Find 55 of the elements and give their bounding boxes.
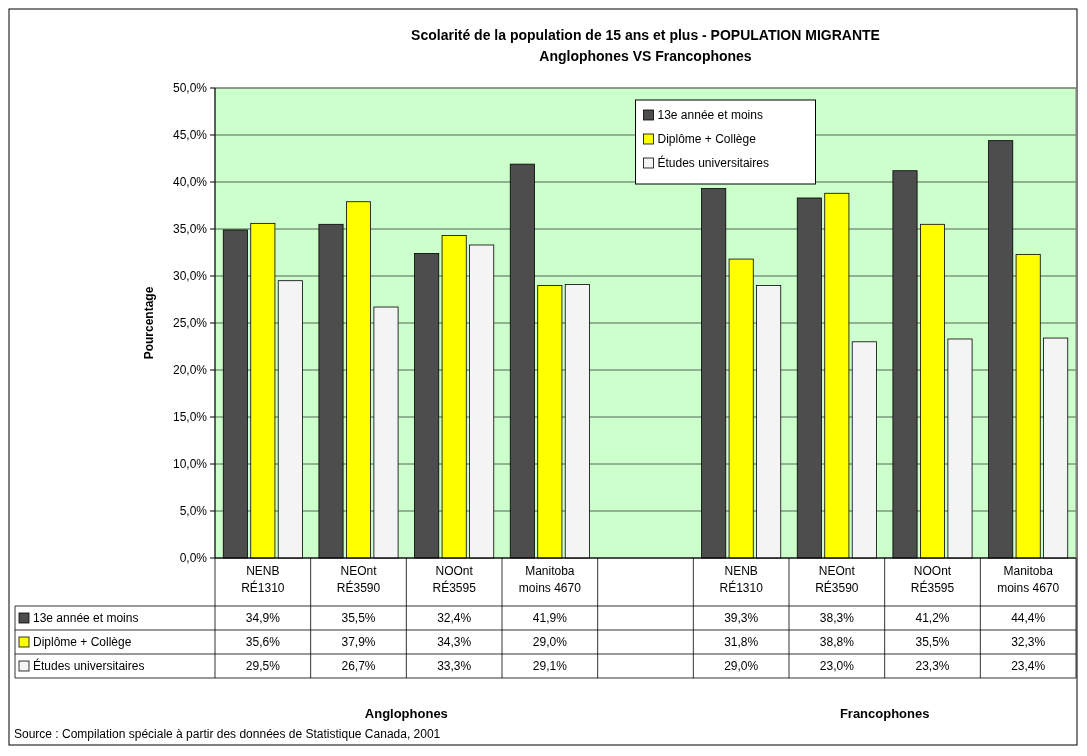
data-label: 38,8%	[819, 635, 855, 649]
y-tick-label: 20,0%	[172, 363, 208, 378]
chart-title: Scolarité de la population de 15 ans et plus - POPULATION MIGRANTE	[411, 27, 880, 43]
data-label: 35,5%	[915, 635, 950, 649]
data-label: 38,3%	[819, 611, 855, 625]
text: Anglophones	[364, 706, 448, 721]
data-label: 23,3%	[915, 659, 950, 673]
data-label: 26,7%	[341, 659, 376, 673]
y-tick-label: 45,0%	[172, 128, 208, 143]
data-label: 37,9%	[341, 635, 376, 649]
data-label: 23,0%	[819, 659, 855, 673]
legend-label: Diplôme + Collège	[657, 132, 757, 146]
y-tick-label: 15,0%	[172, 410, 208, 425]
data-label: 32,3%	[1011, 635, 1046, 649]
text: Francophones	[839, 706, 930, 721]
data-label: 29,5%	[245, 659, 281, 673]
text: Diplôme + Collège	[33, 635, 132, 649]
data-label: 29,1%	[532, 659, 568, 673]
data-label: 35,5%	[341, 611, 376, 625]
y-tick-label: 30,0%	[172, 269, 208, 284]
data-label: 34,9%	[245, 611, 281, 625]
y-tick-label: 25,0%	[172, 316, 208, 331]
x-tick-label: Manitoba moins 4670	[997, 564, 1060, 595]
text: 13e année et moins	[33, 611, 139, 625]
data-label: 33,3%	[437, 659, 472, 673]
data-label: 31,8%	[724, 635, 759, 649]
x-tick-label: NEOnt RÉ3590	[815, 564, 859, 595]
x-tick-label: NOOnt RÉ3595	[910, 564, 955, 595]
x-tick-label: NENB RÉ1310	[241, 564, 285, 595]
x-tick-label: Manitoba moins 4670	[518, 564, 582, 595]
x-tick-label: NOOnt RÉ3595	[432, 564, 477, 595]
y-tick-label: 50,0%	[172, 81, 208, 96]
y-tick-label: 5,0%	[179, 504, 208, 519]
y-tick-label: 10,0%	[172, 457, 208, 472]
data-label: 29,0%	[532, 635, 568, 649]
x-tick-label: NENB RÉ1310	[719, 564, 764, 595]
source-note: Source : Compilation spéciale à partir des données de Statistique Canada, 2001	[14, 727, 441, 741]
x-tick-label: NEOnt RÉ3590	[336, 564, 381, 595]
chart-subtitle: Anglophones VS Francophones	[539, 48, 752, 64]
data-label: 41,9%	[532, 611, 568, 625]
y-tick-label: 35,0%	[172, 222, 208, 237]
data-label: 23,4%	[1011, 659, 1046, 673]
data-label: 34,3%	[437, 635, 472, 649]
legend-label: Études universitaires	[657, 155, 769, 170]
data-label: 35,6%	[245, 635, 281, 649]
data-label: 44,4%	[1011, 611, 1046, 625]
legend-label: 13e année et moins	[657, 108, 763, 122]
text: Études universitaires	[33, 659, 145, 673]
data-label: 41,2%	[915, 611, 950, 625]
y-axis-title: Pourcentage	[142, 286, 156, 360]
data-label: 32,4%	[437, 611, 472, 625]
y-tick-label: 40,0%	[172, 175, 208, 190]
y-tick-label: 0,0%	[179, 551, 208, 566]
data-label: 29,0%	[724, 659, 759, 673]
data-label: 39,3%	[724, 611, 759, 625]
